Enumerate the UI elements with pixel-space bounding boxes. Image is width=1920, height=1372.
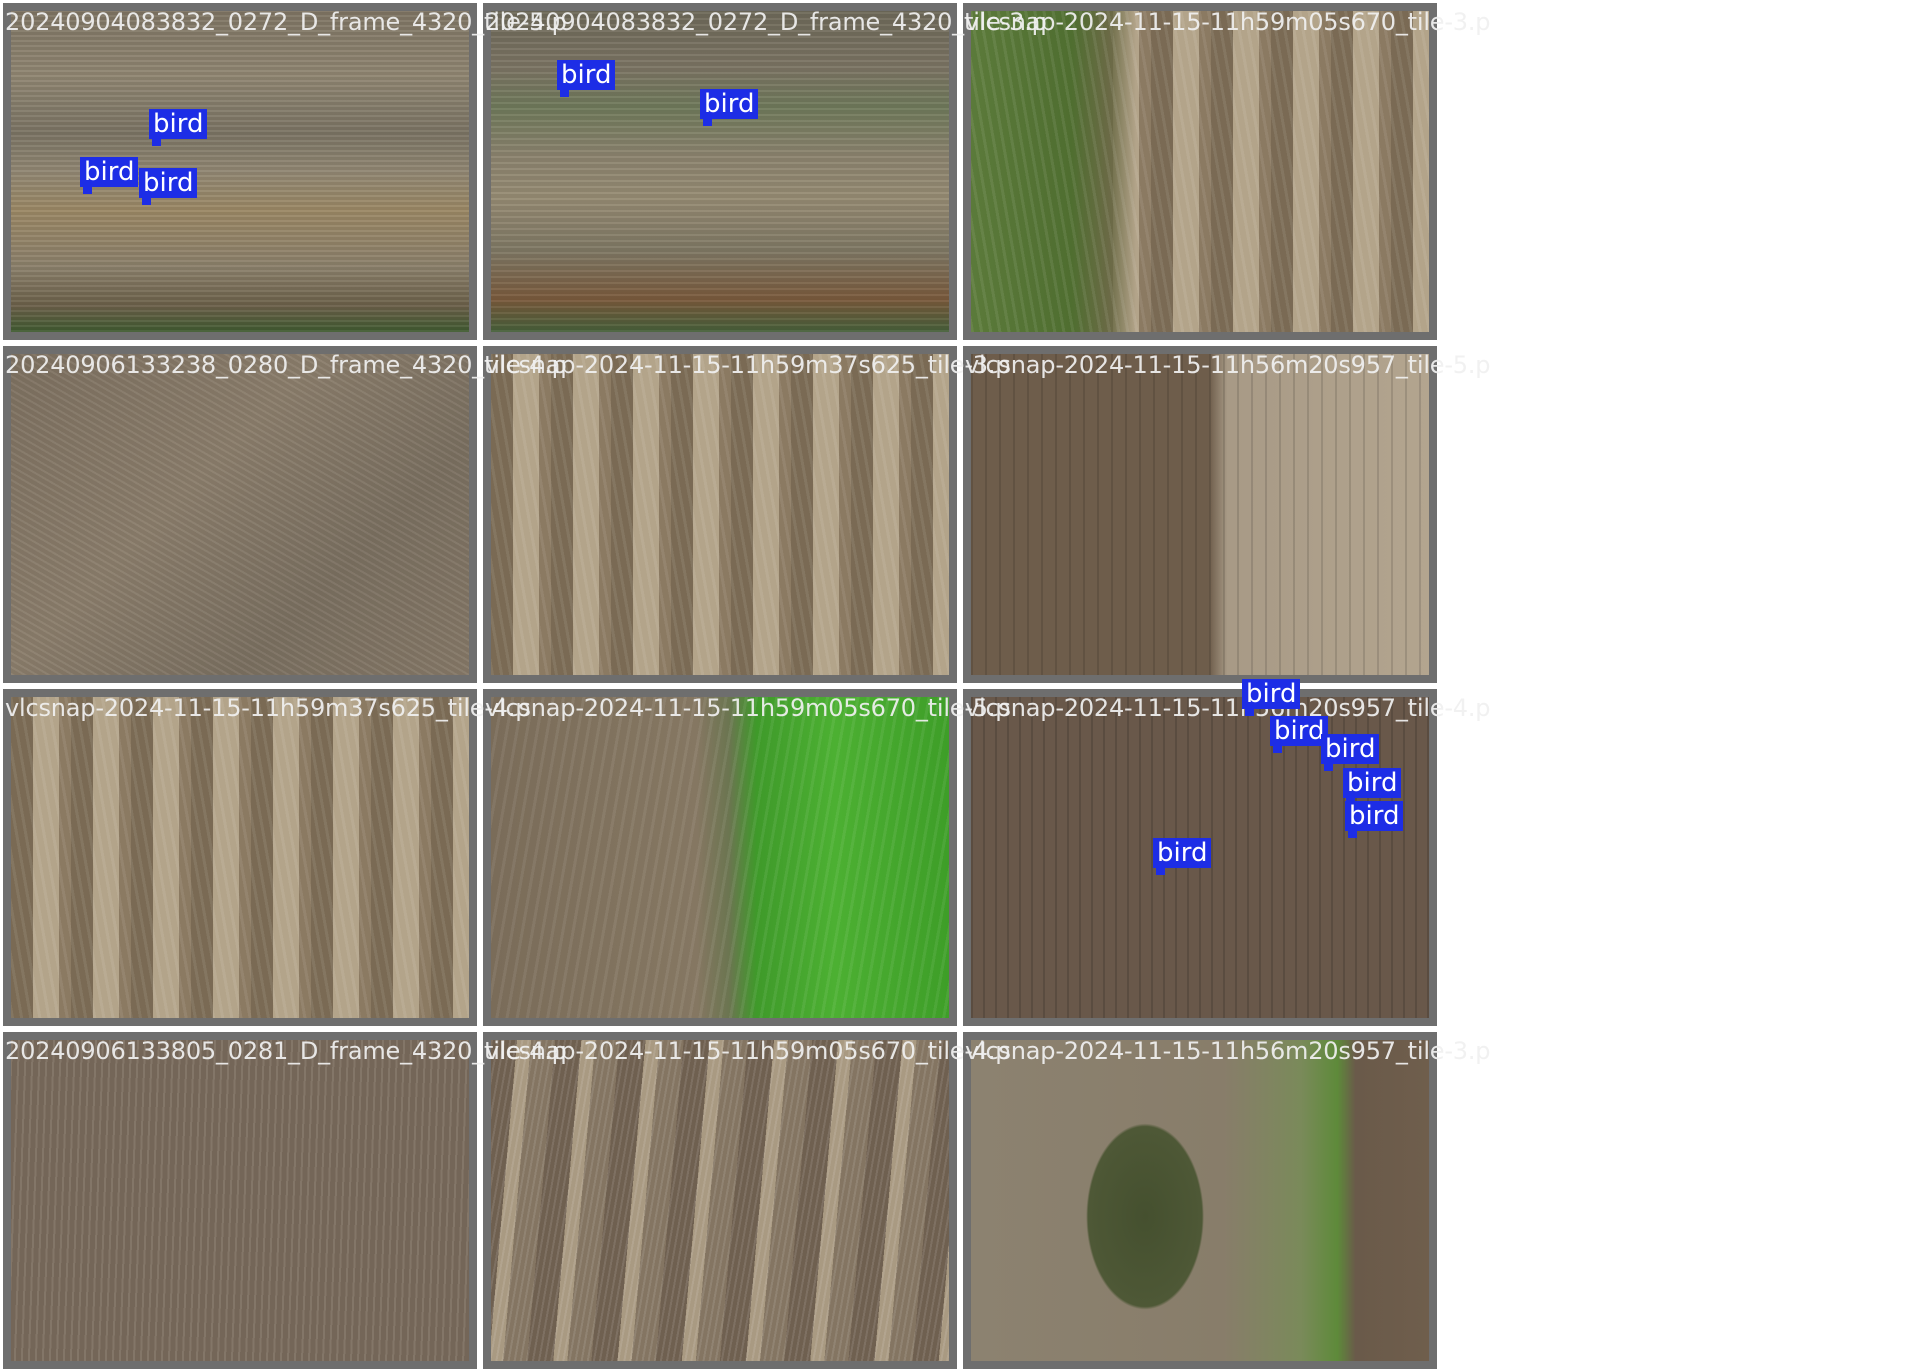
detection-label: bird [1321, 734, 1380, 771]
tile-filename: vlcsnap-2024-11-15-11h59m05s670_tile-4.p [485, 1037, 1011, 1065]
detection-label: bird [139, 168, 198, 205]
tile-image [960, 1029, 1440, 1372]
tile-filename: 20240906133805_0281_D_frame_4320_tile-4.… [5, 1037, 567, 1065]
tile-filename: 20240904083832_0272_D_frame_4320_tile-5.… [5, 8, 567, 36]
detection-label: bird [80, 157, 139, 194]
tile-image [960, 0, 1440, 343]
tile-filename: vlcsnap-2024-11-15-11h56m20s957_tile-5.p [965, 351, 1491, 379]
field-photo [971, 1040, 1429, 1361]
tile-image [480, 343, 960, 686]
field-photo [11, 697, 469, 1018]
detection-label: bird [1270, 716, 1329, 753]
field-photo [971, 11, 1429, 332]
tile-filename: vlcsnap-2024-11-15-11h59m05s670_tile-5.p [485, 694, 1011, 722]
tile-filename: vlcsnap-2024-11-15-11h56m20s957_tile-3.p [965, 1037, 1491, 1065]
tile-image [480, 0, 960, 343]
field-photo [491, 1040, 949, 1361]
detection-label: bird [557, 60, 616, 97]
tile-image [0, 686, 480, 1029]
detection-label: bird [149, 109, 208, 146]
field-photo [491, 354, 949, 675]
field-photo [11, 354, 469, 675]
field-photo [491, 697, 949, 1018]
tile-filename: 20240904083832_0272_D_frame_4320_tile-3.… [485, 8, 1047, 36]
tile-filename: 20240906133238_0280_D_frame_4320_tile-4.… [5, 351, 567, 379]
tile-image [960, 343, 1440, 686]
tile-image [0, 1029, 480, 1372]
detection-label: bird [1345, 801, 1404, 838]
tile-filename: vlcsnap-2024-11-15-11h59m05s670_tile-3.p [965, 8, 1491, 36]
tile-filename: vlcsnap-2024-11-15-11h59m37s625_tile-4.p [5, 694, 531, 722]
tile-image [0, 343, 480, 686]
tile-filename: vlcsnap-2024-11-15-11h59m37s625_tile-3.p [485, 351, 1011, 379]
detection-label: bird [1242, 679, 1301, 716]
tile-image [0, 0, 480, 343]
tile-image [480, 1029, 960, 1372]
tile-image [480, 686, 960, 1029]
detection-label: bird [700, 89, 759, 126]
field-photo [11, 1040, 469, 1361]
detection-label: bird [1343, 768, 1402, 805]
detection-label: bird [1153, 838, 1212, 875]
tile-filename: vlcsnap-2024-11-15-11h56m20s957_tile-4.p [965, 694, 1491, 722]
field-photo [971, 354, 1429, 675]
